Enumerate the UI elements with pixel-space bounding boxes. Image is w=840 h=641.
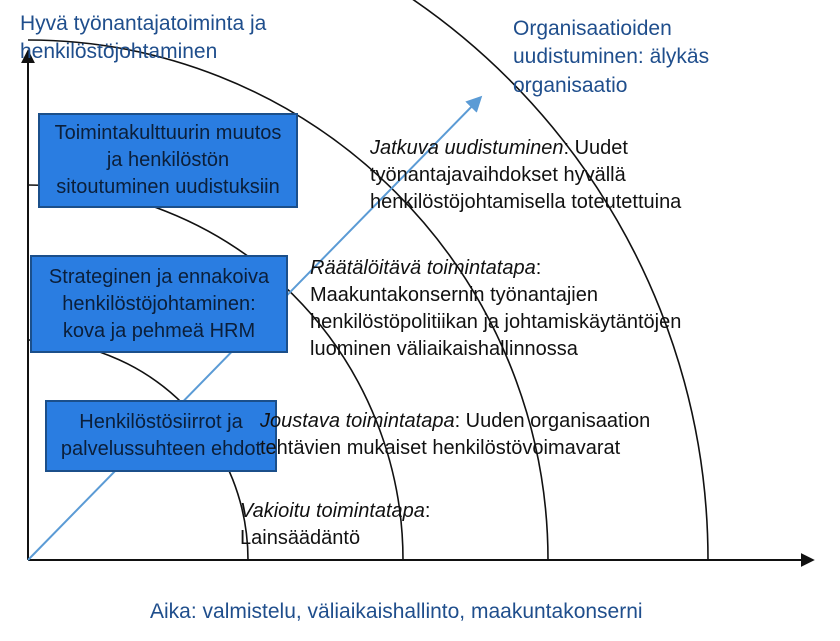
desc-standard-lead: Vakioitu toimintatapa <box>240 500 425 522</box>
box-transfers: Henkilöstösiirrot japalvelussuhteen ehdo… <box>45 400 277 472</box>
desc-tailored-lead: Räätälöitävä toimintatapa <box>310 257 536 279</box>
desc-standard: Vakioitu toimintatapa:Lainsäädäntö <box>240 498 640 552</box>
desc-flexible-lead: Joustava toimintatapa <box>260 410 455 432</box>
y-axis-title: Hyvä työnantajatoiminta jahenkilöstöjoht… <box>20 10 266 67</box>
box-strategic-hrm: Strateginen ja ennakoivahenkilöstöjohtam… <box>30 255 288 353</box>
desc-tailored: Räätälöitävä toimintatapa:Maakuntakonser… <box>310 255 820 363</box>
desc-continuous: Jatkuva uudistuminen: Uudettyönantajavai… <box>370 135 810 216</box>
x-axis-title: Aika: valmistelu, väliaikaishallinto, ma… <box>150 600 643 624</box>
diagram-root: Hyvä työnantajatoiminta jahenkilöstöjoht… <box>0 0 840 641</box>
desc-continuous-lead: Jatkuva uudistuminen <box>370 137 563 159</box>
box-culture: Toimintakulttuurin muutosja henkilöstöns… <box>38 113 298 208</box>
desc-flexible: Joustava toimintatapa: Uuden organisaati… <box>260 408 820 462</box>
top-right-label: Organisaatioidenuudistuminen: älykäsorga… <box>513 15 709 100</box>
